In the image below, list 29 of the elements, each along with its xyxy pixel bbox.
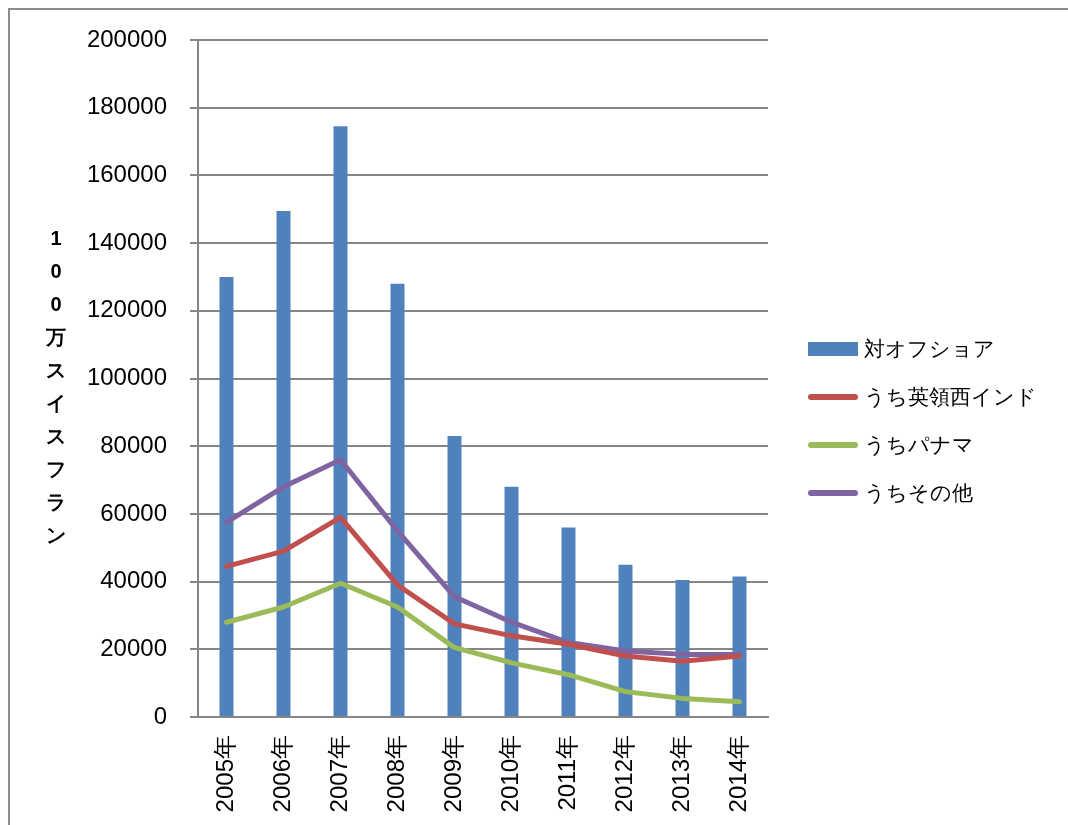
x-tick-label: 2008年	[382, 735, 410, 813]
x-tick-label: 2006年	[268, 735, 296, 813]
legend-label: うちパナマ	[864, 431, 974, 458]
x-tick-label: 2007年	[325, 735, 353, 813]
text: 100万スイスフラン	[46, 226, 66, 546]
legend-label: うちその他	[864, 479, 973, 506]
bar	[276, 210, 291, 716]
x-tick-label: 2014年	[724, 735, 752, 813]
y-tick-label: 80000	[100, 430, 167, 458]
x-tick-label: 2013年	[667, 735, 695, 813]
x-tick-label: 2005年	[211, 735, 239, 813]
x-tick-label: 2010年	[496, 735, 524, 813]
y-tick-label: 0	[153, 701, 167, 729]
legend-label: 対オフショア	[864, 335, 995, 362]
y-tick-label: 60000	[100, 498, 167, 526]
y-tick-label: 120000	[86, 295, 167, 323]
y-tick-label: 20000	[100, 633, 167, 661]
bar	[219, 276, 234, 716]
y-tick-label: 40000	[100, 566, 167, 594]
bar	[333, 126, 348, 716]
legend-label: うち英領西インド	[864, 383, 1037, 410]
y-tick-label: 160000	[86, 160, 167, 188]
y-tick-label: 180000	[86, 92, 167, 120]
y-tick-label: 200000	[86, 24, 167, 52]
x-tick-label: 2011年	[553, 735, 581, 811]
y-tick-label: 140000	[86, 227, 167, 255]
x-tick-label: 2012年	[610, 735, 638, 813]
y-tick-label: 100000	[86, 363, 167, 391]
x-tick-label: 2009年	[439, 735, 467, 813]
